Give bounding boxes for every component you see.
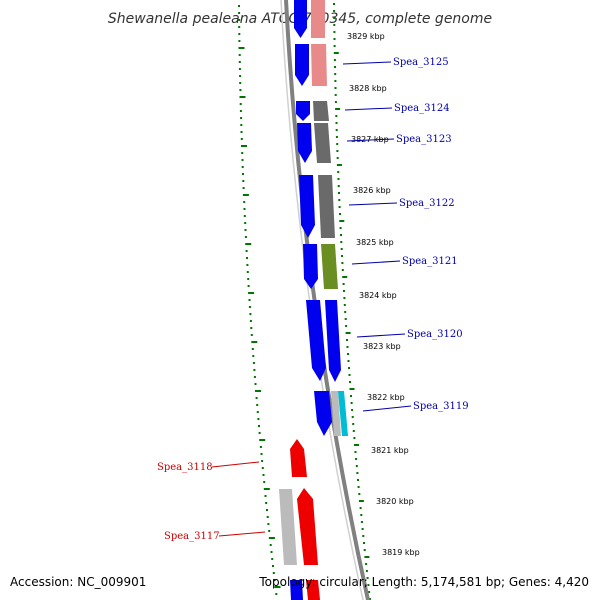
gene-arrow[interactable] (295, 44, 309, 86)
gene-category-bar[interactable] (318, 175, 335, 238)
gene-arrow[interactable] (294, 0, 307, 38)
gene-label[interactable]: Spea_3125 (393, 57, 449, 68)
kbp-scale: 3829 kbp 3828 kbp 3827 kbp 3826 kbp 3825… (347, 32, 420, 557)
forward-strand-genes (293, 0, 341, 600)
kbp-tick-label: 3822 kbp (367, 393, 405, 402)
kbp-tick-label: 3823 kbp (363, 342, 401, 351)
gene-arrow[interactable] (290, 580, 303, 600)
gene-arrow[interactable] (325, 300, 341, 382)
gene-arrow[interactable] (297, 123, 312, 163)
gene-category-bar[interactable] (279, 489, 297, 565)
gene-category-bar[interactable] (331, 391, 341, 436)
kbp-tick-label: 3820 kbp (376, 497, 414, 506)
gene-arrow[interactable] (296, 101, 310, 121)
cog-category-bars (311, 0, 348, 436)
kbp-tick-label: 3827 kbp (351, 135, 389, 144)
kbp-tick-label: 3826 kbp (353, 186, 391, 195)
gene-label[interactable]: Spea_3123 (396, 134, 452, 145)
gene-label[interactable]: Spea_3119 (413, 401, 469, 412)
kbp-tick-label: 3825 kbp (356, 238, 394, 247)
gene-category-bar[interactable] (321, 244, 338, 289)
gene-arrow[interactable] (306, 580, 320, 600)
gene-arrow[interactable] (303, 244, 318, 289)
kbp-tick-label: 3824 kbp (359, 291, 397, 300)
gc-content-ticks (238, 3, 371, 600)
gene-label[interactable]: Spea_3124 (394, 103, 450, 114)
gene-label[interactable]: Spea_3121 (402, 256, 458, 267)
gene-category-bar[interactable] (311, 44, 327, 86)
gene-label[interactable]: Spea_3117 (164, 531, 220, 542)
reverse-label-leaders (211, 461, 266, 537)
topology-text: Topology: circular; Length: 5,174,581 bp… (258, 575, 589, 589)
gene-category-bar[interactable] (313, 101, 329, 121)
forward-label-leaders (342, 61, 412, 412)
kbp-tick-label: 3819 kbp (382, 548, 420, 557)
reverse-strand-genes (279, 439, 320, 600)
gene-arrow[interactable] (314, 391, 332, 436)
gene-arrow[interactable] (297, 488, 318, 565)
gene-label[interactable]: Spea_3122 (399, 198, 455, 209)
accession-text: Accession: NC_009901 (10, 575, 146, 589)
gene-category-bar[interactable] (338, 391, 348, 436)
gene-category-bar[interactable] (311, 0, 325, 38)
gene-category-bar[interactable] (314, 123, 331, 163)
gene-arrow[interactable] (299, 175, 315, 238)
gene-labels: Spea_3125 Spea_3124 Spea_3123 Spea_3122 … (157, 57, 469, 542)
kbp-tick-label: 3829 kbp (347, 32, 385, 41)
gene-arrow[interactable] (290, 439, 307, 477)
kbp-tick-label: 3821 kbp (371, 446, 409, 455)
gene-label[interactable]: Spea_3120 (407, 329, 463, 340)
gene-label[interactable]: Spea_3118 (157, 462, 213, 473)
kbp-tick-label: 3828 kbp (349, 84, 387, 93)
gene-arrow[interactable] (306, 300, 326, 381)
